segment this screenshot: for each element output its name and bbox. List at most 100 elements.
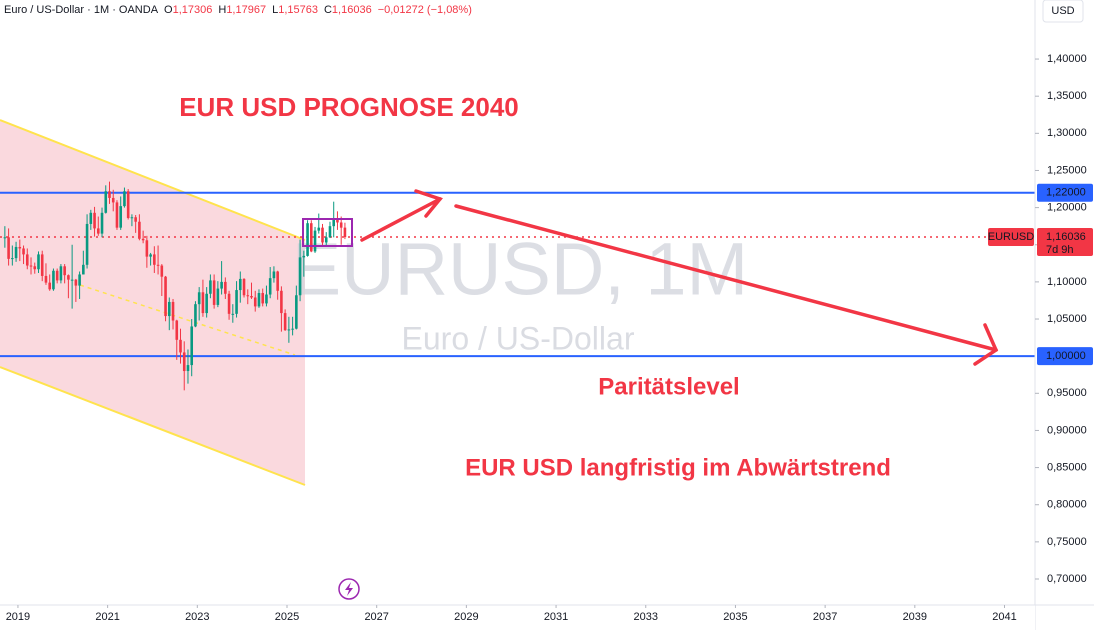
candle-body (115, 202, 119, 228)
candle-body (123, 191, 126, 207)
channel-fill (0, 120, 305, 485)
header: Euro / US-Dollar · 1M · OANDA O1,17306 H1,… (4, 4, 472, 16)
candle-body (272, 271, 276, 279)
y-tick-label: 1,40000 (1047, 53, 1087, 65)
price-tag (1037, 228, 1093, 257)
candle-body (67, 275, 70, 280)
candle-body (287, 329, 291, 331)
candle-body (160, 265, 164, 277)
annotation: EUR USD langfristig im Abwärtstrend (465, 454, 891, 481)
candle-body (336, 218, 339, 223)
x-tick-label: 2041 (992, 611, 1016, 623)
candle-body (70, 279, 74, 281)
candle-body (324, 237, 328, 243)
level-label: 1,22000 (1046, 187, 1086, 199)
y-tick-label: 0,80000 (1047, 499, 1087, 511)
candle-body (302, 255, 306, 258)
x-tick-label: 2023 (185, 611, 209, 623)
watermark-subtitle: Euro / US-Dollar (402, 320, 635, 356)
candle-body (321, 227, 324, 243)
y-tick-label: 1,20000 (1047, 202, 1087, 214)
candle-body (167, 301, 171, 317)
candle-body (59, 266, 63, 281)
x-tick-label: 2027 (364, 611, 388, 623)
channel-lower (0, 366, 306, 486)
candle-body (209, 280, 212, 294)
candle-body (328, 226, 332, 238)
plot (0, 181, 1035, 391)
candle-body (3, 237, 7, 239)
candle-body (235, 290, 238, 314)
candle-body (186, 365, 190, 372)
y-tick-label: 1,05000 (1047, 313, 1087, 325)
y-tick-label: 0,95000 (1047, 387, 1087, 399)
candle-body (74, 279, 78, 286)
candle-body (63, 266, 66, 276)
candle-body (55, 270, 59, 281)
ohlc-key: C (324, 4, 332, 16)
candle-body (231, 313, 235, 315)
candle-body (298, 257, 302, 296)
y-tick-label: 0,75000 (1047, 536, 1087, 548)
candle-body (164, 276, 167, 317)
symbol-label: EURUSD (988, 231, 1035, 243)
ohlc-value: 1,17306 (173, 4, 213, 16)
candle-body (25, 254, 29, 266)
candle-body (317, 227, 321, 231)
candle-body (190, 326, 194, 366)
x-tick-label: 2039 (903, 611, 927, 623)
candle-body (22, 248, 25, 255)
watermark: EURUSD, 1M (292, 228, 748, 311)
x-tick-label: 2035 (723, 611, 747, 623)
ohlc-value: 1,15763 (278, 4, 318, 16)
candle-body (156, 264, 160, 266)
candle-body (7, 237, 10, 259)
candle-body (238, 278, 242, 291)
x-tick-label: 2025 (275, 611, 299, 623)
time-axis (0, 605, 1035, 630)
range-box (302, 218, 353, 247)
candle-body (78, 274, 81, 286)
currency: USD (1051, 5, 1074, 17)
candle-body (119, 206, 123, 228)
candle-body (261, 293, 265, 304)
candle-body (153, 254, 156, 265)
candle-body (242, 278, 246, 296)
arrow-long (454, 204, 999, 366)
candle-body (100, 212, 104, 234)
candle-body (309, 223, 313, 252)
y-tick-label: 1,30000 (1047, 127, 1087, 139)
candle-body (339, 222, 343, 228)
candle-body (48, 282, 52, 290)
candle-body (194, 304, 197, 327)
candle-body (280, 290, 283, 314)
candle-body (175, 320, 179, 340)
candle-body (141, 238, 145, 241)
channel-upper (0, 119, 306, 241)
y-tick-label: 0,70000 (1047, 573, 1087, 585)
candle-body (179, 339, 182, 353)
channel-mid (79, 284, 296, 356)
candle-body (134, 217, 137, 222)
candle-body (82, 264, 85, 275)
candle-body (268, 278, 272, 295)
candle-body (111, 197, 115, 203)
candle-body (29, 265, 33, 267)
ohlc-key: O (164, 4, 173, 16)
candle-body (216, 288, 220, 305)
candle-body (295, 295, 298, 329)
candle-body (313, 230, 317, 252)
currency-button[interactable] (1042, 0, 1084, 23)
candle-body (89, 212, 93, 224)
x-tick-label: 2031 (544, 611, 568, 623)
drawings-back (0, 119, 306, 486)
x-tick-label: 2033 (634, 611, 658, 623)
candle-body (253, 297, 257, 307)
candle-body (96, 228, 100, 234)
symbol-tag (988, 228, 1034, 247)
candle-body (257, 293, 261, 307)
candle-body (40, 254, 44, 276)
candle-body (276, 271, 279, 291)
x-tick-label: 2021 (95, 611, 119, 623)
